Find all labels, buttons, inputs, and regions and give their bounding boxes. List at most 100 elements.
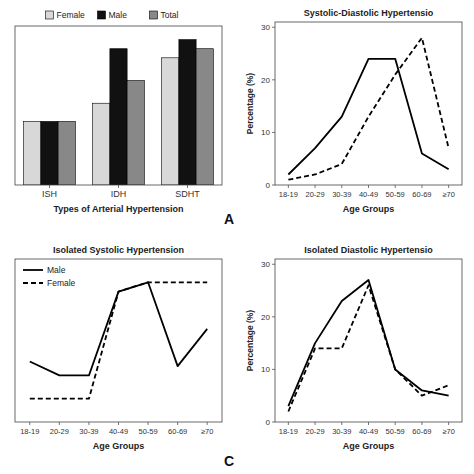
x-tick-label: 18-19 xyxy=(279,190,298,199)
y-axis-label: Percentage (%) xyxy=(245,310,255,372)
x-tick xyxy=(395,185,396,188)
bar xyxy=(179,40,196,185)
legend-label: Male xyxy=(109,10,128,20)
x-axis-label: Age Groups xyxy=(343,441,395,451)
plot-background xyxy=(15,26,222,185)
legend: Female Male Total xyxy=(46,10,179,20)
y-tick-label: 20 xyxy=(261,76,270,85)
x-tick-label: 40-49 xyxy=(359,427,378,436)
x-tick-label: 60-69 xyxy=(168,427,187,436)
legend-label: Female xyxy=(57,10,86,20)
y-tick-label: 0 xyxy=(266,418,271,427)
legend-label: Male xyxy=(47,265,66,275)
panel: ISH IDH SDHT Types of Arterial Hypertension… xyxy=(15,10,234,227)
y-tick xyxy=(272,27,275,28)
x-tick xyxy=(448,185,449,188)
y-tick xyxy=(272,369,275,370)
bar xyxy=(162,58,179,185)
y-tick-label: 30 xyxy=(261,260,270,269)
x-axis-label: Age Groups xyxy=(93,441,145,451)
bar xyxy=(41,121,58,185)
chart-title: Isolated Diastolic Hypertensio xyxy=(304,245,433,255)
plot-frame xyxy=(275,22,462,185)
y-tick-label: 10 xyxy=(261,128,270,137)
x-tick-label: 50-59 xyxy=(386,190,405,199)
x-tick-label: ISH xyxy=(42,189,57,199)
x-tick-label: 30-39 xyxy=(332,190,351,199)
x-tick-label: 50-59 xyxy=(386,427,405,436)
y-tick xyxy=(272,264,275,265)
bar xyxy=(196,49,213,185)
legend-label: Female xyxy=(47,278,76,288)
bar xyxy=(110,49,127,185)
plot-frame xyxy=(15,259,222,422)
x-tick-label: ≥70 xyxy=(201,427,213,436)
x-tick-label: 20-29 xyxy=(50,427,69,436)
annotation: C xyxy=(224,453,234,469)
x-tick xyxy=(368,185,369,188)
annotation: A xyxy=(224,211,234,227)
plot-frame xyxy=(15,26,222,185)
x-tick xyxy=(29,422,30,425)
panel: Systolic-Diastolic Hypertensio18-1920-29… xyxy=(245,8,462,214)
x-tick xyxy=(148,422,149,425)
x-tick xyxy=(59,422,60,425)
panel: Isolated Diastolic Hypertensio 18-19 20-29… xyxy=(245,245,462,451)
x-tick xyxy=(421,422,422,425)
line xyxy=(288,38,448,180)
bar xyxy=(58,121,75,185)
x-tick-label: 18-19 xyxy=(279,427,298,436)
line xyxy=(30,282,207,375)
x-tick-label: IDH xyxy=(111,189,127,199)
x-axis-label: Age Groups xyxy=(343,204,395,214)
x-tick xyxy=(88,422,89,425)
x-tick-label: 60-69 xyxy=(412,427,431,436)
x-tick xyxy=(368,422,369,425)
x-tick-label: 60-69 xyxy=(412,190,431,199)
x-tick xyxy=(448,422,449,425)
marks xyxy=(24,40,214,185)
y-tick xyxy=(272,422,275,423)
bar xyxy=(24,121,41,185)
x-tick-label: 30-39 xyxy=(79,427,98,436)
x-tick xyxy=(315,185,316,188)
x-tick xyxy=(421,185,422,188)
y-tick xyxy=(272,316,275,317)
x-tick-label: 20-29 xyxy=(305,427,324,436)
legend-swatch xyxy=(98,11,106,19)
x-tick xyxy=(187,185,188,188)
y-tick-label: 10 xyxy=(261,365,270,374)
x-tick-label: 50-59 xyxy=(138,427,157,436)
x-tick xyxy=(341,422,342,425)
legend-swatch xyxy=(23,269,43,271)
figure: ISH IDH SDHT Types of Arterial Hypertension… xyxy=(0,0,474,474)
x-tick-label: 30-39 xyxy=(332,427,351,436)
x-tick xyxy=(395,422,396,425)
x-tick xyxy=(49,185,50,188)
x-tick-label: ≥70 xyxy=(442,427,454,436)
marks xyxy=(288,38,448,180)
x-tick xyxy=(207,422,208,425)
x-tick xyxy=(288,185,289,188)
line xyxy=(288,59,448,175)
x-tick-label: 40-49 xyxy=(359,190,378,199)
y-tick-label: 20 xyxy=(261,313,270,322)
x-tick-label: 20-29 xyxy=(305,190,324,199)
legend-label: Total xyxy=(161,10,179,20)
line xyxy=(288,280,448,406)
x-tick-label: ≥70 xyxy=(442,190,454,199)
y-axis-label: Percentage (%) xyxy=(245,73,255,135)
x-axis-label: Types of Arterial Hypertension xyxy=(53,204,183,214)
plot-background xyxy=(275,22,462,185)
y-tick-label: 0 xyxy=(266,181,271,190)
plot-background xyxy=(15,259,222,422)
y-tick xyxy=(272,132,275,133)
x-tick-label: SDHT xyxy=(175,189,200,199)
line xyxy=(30,282,207,398)
bar xyxy=(93,103,110,185)
legend-swatch xyxy=(23,282,43,284)
plot-background xyxy=(275,259,462,422)
marks xyxy=(288,280,448,411)
y-tick-label: 30 xyxy=(261,23,270,32)
x-tick xyxy=(341,185,342,188)
